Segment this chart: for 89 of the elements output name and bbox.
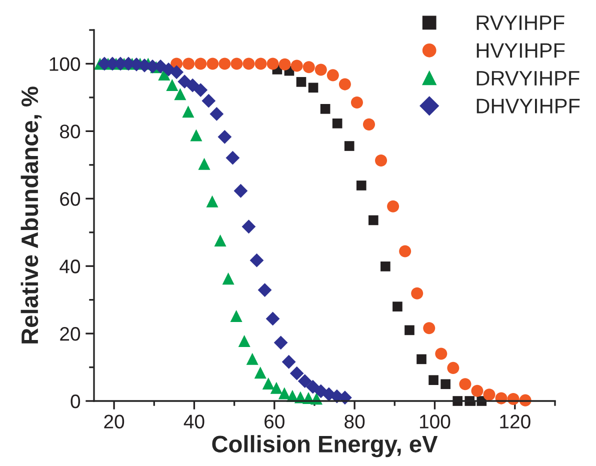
y-axis-title: Relative Abundance, % — [20, 86, 42, 344]
point — [202, 94, 216, 108]
point — [350, 96, 363, 109]
point — [428, 375, 438, 385]
point — [218, 130, 232, 144]
point — [262, 377, 274, 390]
point — [246, 352, 258, 365]
point — [218, 58, 231, 70]
legend-label: DRVYIHPF — [476, 71, 580, 86]
point — [290, 60, 303, 72]
y-tick-label: 80 — [60, 124, 80, 138]
point — [471, 384, 484, 397]
y-tick-label: 40 — [60, 260, 80, 274]
point — [290, 366, 304, 380]
point — [278, 58, 291, 70]
point — [380, 262, 390, 272]
point — [338, 78, 351, 90]
x-tick-label: 80 — [344, 414, 365, 428]
legend-label: HVYIHPF — [476, 43, 565, 58]
point — [194, 58, 207, 70]
x-tick-label: 100 — [420, 414, 450, 428]
point — [166, 78, 178, 91]
point — [270, 382, 282, 394]
legend-label: DHVYIHPF — [476, 98, 580, 114]
point — [298, 374, 312, 388]
point — [234, 184, 248, 198]
x-axis-title: Collision Energy, eV — [212, 435, 438, 458]
point — [266, 312, 280, 326]
point — [222, 272, 234, 285]
x-tick-label: 20 — [104, 414, 124, 428]
y-tick-label: 100 — [50, 57, 80, 71]
point — [387, 200, 400, 212]
point — [302, 61, 315, 74]
point — [399, 245, 412, 258]
point — [230, 310, 242, 322]
point — [254, 58, 267, 70]
point — [258, 283, 272, 297]
point — [296, 77, 306, 87]
point — [483, 388, 496, 401]
point — [459, 378, 472, 390]
x-tick-label: 60 — [264, 414, 284, 428]
point — [308, 82, 318, 93]
point — [206, 195, 218, 208]
point — [230, 58, 243, 70]
point — [416, 354, 426, 364]
point — [170, 65, 184, 80]
point — [375, 154, 388, 167]
point — [362, 118, 376, 130]
point — [210, 107, 224, 121]
point — [226, 150, 240, 165]
point — [392, 302, 402, 312]
point — [368, 215, 378, 226]
point — [278, 387, 290, 400]
legend-label: RVYIHPF — [476, 16, 564, 30]
point — [282, 354, 296, 369]
point — [314, 64, 327, 76]
point — [214, 234, 226, 246]
point — [238, 334, 250, 347]
point — [435, 348, 448, 360]
point — [190, 129, 202, 142]
point — [254, 366, 266, 379]
point — [266, 58, 279, 70]
point — [326, 69, 339, 82]
y-tick-label: 20 — [60, 327, 80, 341]
point — [306, 380, 320, 394]
x-tick-label: 120 — [500, 414, 530, 428]
point — [250, 253, 264, 268]
x-tick-label: 40 — [184, 414, 204, 428]
point — [411, 287, 424, 300]
point — [440, 379, 450, 390]
y-tick-label: 0 — [70, 394, 80, 408]
y-tick-label: 60 — [60, 192, 80, 206]
point — [242, 58, 255, 70]
point — [332, 118, 342, 128]
point — [198, 158, 210, 170]
point — [320, 104, 330, 114]
point — [274, 336, 288, 350]
point — [182, 58, 195, 70]
point — [447, 362, 460, 374]
point — [404, 325, 414, 336]
point — [356, 180, 366, 190]
point — [206, 58, 219, 70]
point — [174, 88, 186, 100]
point — [344, 141, 354, 151]
point — [242, 220, 256, 234]
point — [194, 83, 208, 97]
point — [186, 78, 200, 92]
point — [423, 322, 436, 334]
point — [182, 106, 194, 118]
